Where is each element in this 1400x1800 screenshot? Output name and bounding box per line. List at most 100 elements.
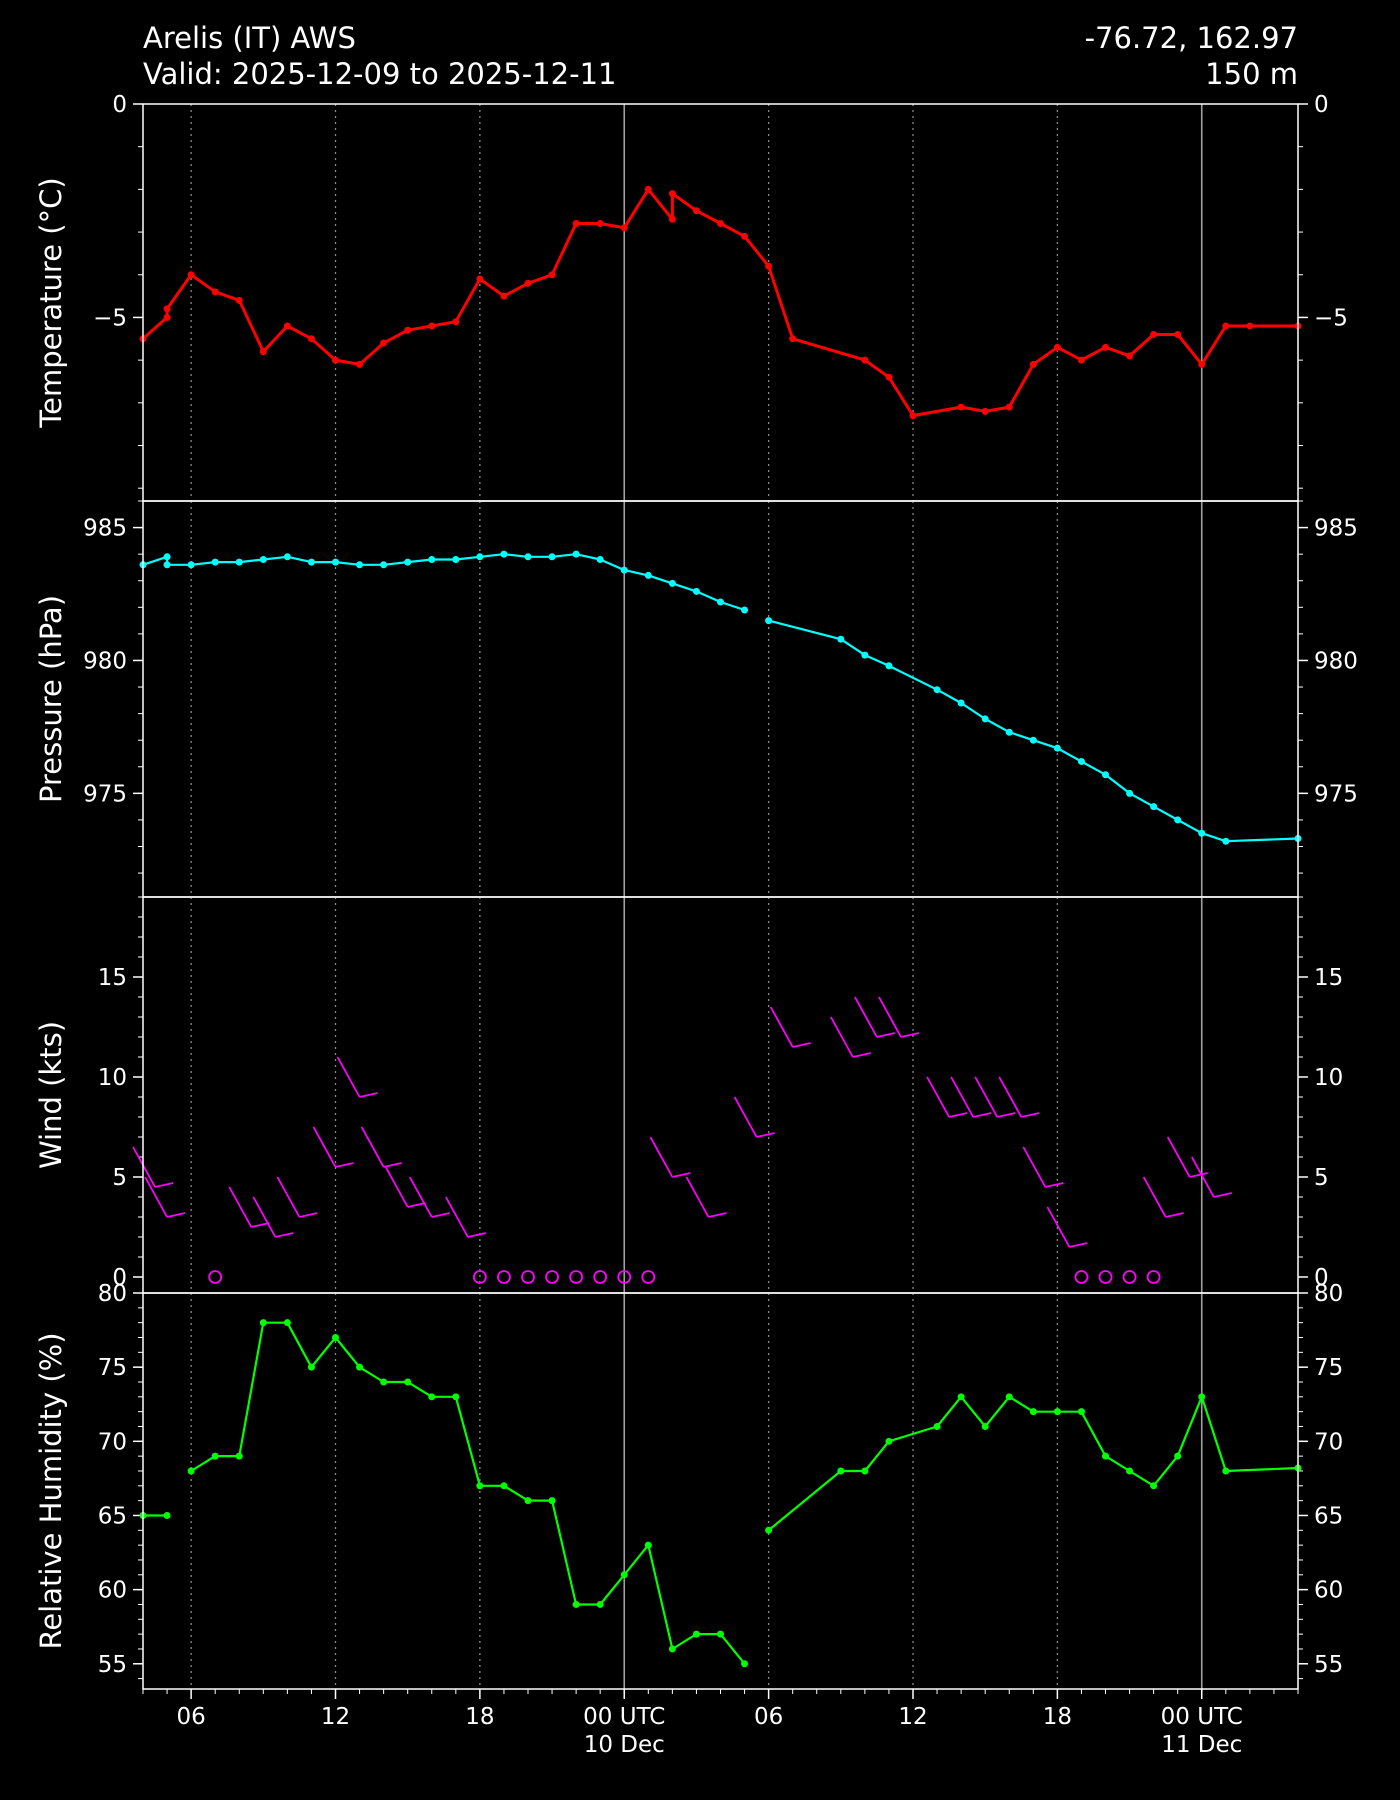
series-line bbox=[767, 1395, 1299, 1532]
data-point bbox=[163, 1511, 171, 1519]
series-line bbox=[190, 1321, 746, 1665]
data-point bbox=[259, 1319, 267, 1327]
wind-barb-flag bbox=[1189, 1172, 1208, 1178]
data-point bbox=[163, 553, 171, 561]
x-tick-label: 12 bbox=[898, 1704, 927, 1730]
wind-barb-flag bbox=[383, 1162, 402, 1168]
x-tick-label: 00 UTC bbox=[583, 1704, 665, 1730]
data-point bbox=[452, 555, 460, 563]
data-point bbox=[307, 558, 315, 566]
y-tick-label: 60 bbox=[98, 1578, 127, 1604]
wind-barb-shaft bbox=[685, 1176, 710, 1218]
data-point bbox=[1174, 331, 1182, 339]
series-line bbox=[768, 619, 1299, 843]
data-point bbox=[741, 1660, 749, 1668]
data-point bbox=[1053, 343, 1061, 351]
wind-barb-flag bbox=[900, 1032, 920, 1038]
wind-barb-shaft bbox=[1190, 1156, 1215, 1198]
data-point bbox=[524, 1497, 532, 1505]
calm-wind-marker bbox=[1074, 1270, 1089, 1284]
data-point bbox=[717, 220, 724, 228]
calm-wind-marker bbox=[521, 1270, 535, 1284]
data-point bbox=[283, 322, 291, 330]
chart-header-right: -76.72, 162.97 150 m bbox=[1085, 20, 1298, 92]
y-axis-label: Pressure (hPa) bbox=[34, 595, 68, 803]
wind-barb-flag bbox=[948, 1112, 968, 1118]
wind-barb-flag bbox=[166, 1212, 186, 1218]
data-point bbox=[1222, 1467, 1230, 1475]
wind-barb-shaft bbox=[950, 1076, 974, 1118]
calm-wind-marker bbox=[472, 1270, 487, 1284]
data-point bbox=[307, 335, 315, 343]
data-point bbox=[283, 553, 291, 561]
wind-barb-shaft bbox=[445, 1196, 469, 1238]
data-point bbox=[332, 356, 339, 364]
data-point bbox=[356, 1363, 364, 1371]
data-point bbox=[957, 1393, 965, 1401]
data-point bbox=[356, 561, 364, 569]
wind-barb-flag bbox=[431, 1212, 450, 1218]
x-tick-label: 18 bbox=[1043, 1704, 1072, 1730]
data-point bbox=[1102, 1452, 1109, 1460]
data-point bbox=[668, 215, 676, 223]
y-tick-label-right: 0 bbox=[1314, 1265, 1329, 1291]
data-point bbox=[981, 1422, 989, 1430]
wind-barb-shaft bbox=[974, 1076, 999, 1118]
data-point bbox=[476, 275, 484, 283]
data-point bbox=[380, 339, 388, 347]
data-point bbox=[283, 1319, 291, 1327]
y-tick-label: 80 bbox=[98, 1281, 127, 1307]
wind-barb-flag bbox=[335, 1162, 354, 1168]
data-point bbox=[1077, 356, 1085, 364]
y-axis-label: Relative Humidity (%) bbox=[34, 1332, 68, 1649]
y-tick-label: 10 bbox=[98, 1065, 127, 1091]
x-tick-label: 12 bbox=[321, 1704, 350, 1730]
panel-frame bbox=[142, 896, 1299, 1294]
data-point bbox=[620, 1571, 628, 1579]
data-point bbox=[1174, 1452, 1182, 1460]
wind-barb-shaft bbox=[1022, 1146, 1047, 1188]
data-point bbox=[1005, 728, 1013, 736]
data-point bbox=[1126, 352, 1134, 360]
data-point bbox=[692, 1630, 700, 1638]
y-tick-label: 975 bbox=[83, 781, 127, 807]
data-point bbox=[332, 558, 339, 566]
y-tick-label-right: 985 bbox=[1314, 516, 1358, 542]
y-tick-label-right: 55 bbox=[1314, 1652, 1343, 1678]
y-tick-label-right: −5 bbox=[1314, 305, 1348, 331]
panel-1: 985 985 980 980 975 975 Pressure (hPa) bbox=[34, 500, 1358, 898]
x-tick-label: 18 bbox=[465, 1704, 494, 1730]
data-point bbox=[428, 322, 436, 330]
wind-barb-shaft bbox=[926, 1076, 950, 1118]
wind-barb-shaft bbox=[649, 1136, 674, 1178]
calm-wind-marker bbox=[1098, 1270, 1113, 1284]
data-point bbox=[620, 566, 628, 574]
wind-barb-flag bbox=[972, 1112, 992, 1118]
data-point bbox=[1005, 1393, 1013, 1401]
data-point bbox=[668, 1645, 676, 1653]
wind-barb-flag bbox=[1165, 1212, 1184, 1218]
data-point bbox=[1077, 757, 1085, 765]
data-point bbox=[957, 699, 965, 707]
data-point bbox=[1126, 1467, 1134, 1475]
wind-barb-shaft bbox=[228, 1186, 253, 1228]
data-point bbox=[957, 403, 965, 411]
y-tick-label-right: 15 bbox=[1314, 965, 1343, 991]
data-point bbox=[596, 220, 604, 228]
x-tick-label-date: 11 Dec bbox=[1161, 1732, 1242, 1758]
data-point bbox=[404, 558, 412, 566]
y-axis-label: Temperature (°C) bbox=[34, 177, 68, 428]
y-tick-label-right: 980 bbox=[1314, 648, 1358, 674]
data-point bbox=[1102, 771, 1109, 779]
data-point bbox=[668, 579, 676, 587]
data-point bbox=[765, 1526, 773, 1534]
y-tick-label: 75 bbox=[98, 1355, 127, 1381]
wind-barb-shaft bbox=[998, 1076, 1023, 1118]
data-point bbox=[524, 553, 532, 561]
station-name: Arelis (IT) AWS bbox=[143, 21, 356, 55]
data-point bbox=[596, 555, 604, 563]
data-point bbox=[356, 360, 364, 368]
data-point bbox=[717, 1630, 724, 1638]
data-point bbox=[1126, 789, 1134, 797]
